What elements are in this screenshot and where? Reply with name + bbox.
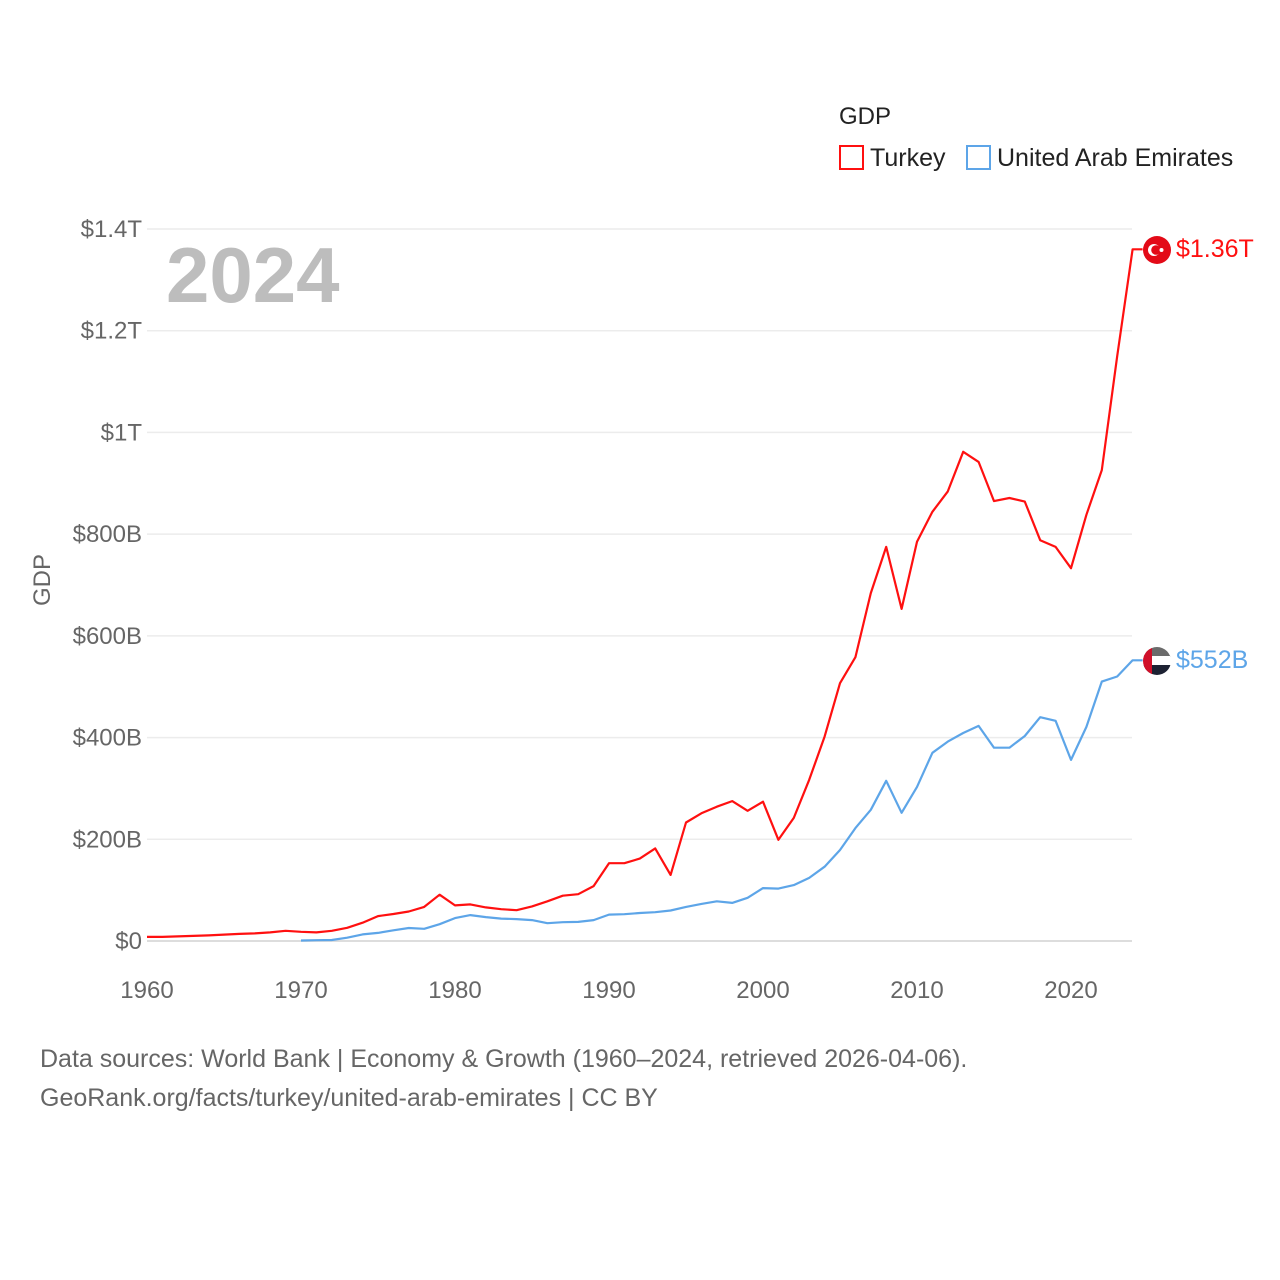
y-tick-label: $600B [73,623,142,650]
x-tick-label: 1980 [428,977,481,1004]
y-tick-label: $1.2T [81,318,143,345]
legend-item-turkey[interactable]: Turkey [839,144,946,172]
legend-label-uae: United Arab Emirates [997,144,1233,172]
y-tick-label: $0 [115,928,142,955]
legend-title: GDP [839,103,891,130]
x-tick-label: 2000 [736,977,789,1004]
year-label: 2024 [166,231,340,319]
x-tick-label: 1990 [582,977,635,1004]
y-tick-label: $400B [73,725,142,752]
legend-swatch-turkey [839,145,864,170]
legend-item-uae[interactable]: United Arab Emirates [966,144,1233,172]
x-tick-label: 1960 [120,977,173,1004]
y-tick-label: $1T [101,419,143,446]
uae-flag-icon [1143,647,1171,675]
series-line-turkey [147,248,1143,939]
y-tick-label: $200B [73,826,142,853]
legend-swatch-uae [966,145,991,170]
source-note: Data sources: World Bank | Economy & Gro… [40,1045,968,1073]
source-link[interactable]: GeoRank.org/facts/turkey/united-arab-emi… [40,1084,658,1112]
x-tick-label: 2020 [1044,977,1097,1004]
legend-label-turkey: Turkey [870,144,946,172]
y-tick-label: $1.4T [81,216,143,243]
x-tick-label: 2010 [890,977,943,1004]
turkey-end-label: $1.36T [1176,235,1254,263]
turkey-flag-icon [1143,236,1171,264]
y-tick-label: $800B [73,521,142,548]
y-axis-label: GDP [29,554,56,606]
x-tick-label: 1970 [274,977,327,1004]
uae-end-label: $552B [1176,646,1248,674]
series-line-uae [300,659,1143,942]
